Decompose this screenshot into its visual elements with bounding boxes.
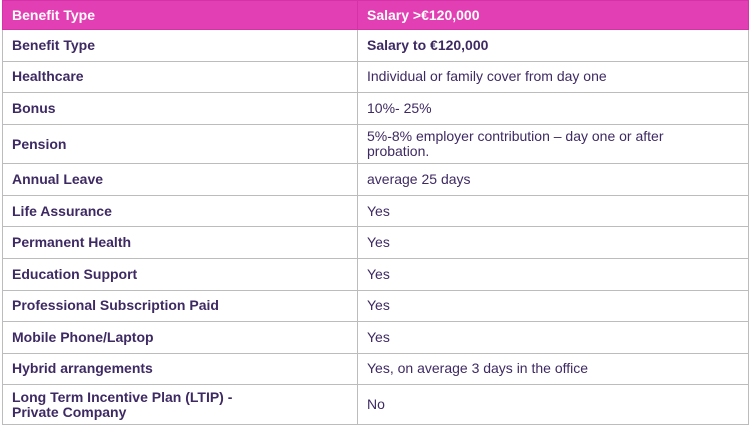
row-label: Pension: [2, 123, 358, 165]
row-label: Life Assurance: [2, 194, 358, 228]
row-label: Benefit Type: [2, 29, 358, 62]
row-value: Salary to €120,000: [357, 29, 749, 62]
table-row: Permanent Health Yes: [2, 226, 749, 259]
header-benefit-type: Benefit Type: [2, 0, 358, 30]
row-label: Permanent Health: [2, 226, 358, 259]
table-row: Mobile Phone/Laptop Yes: [2, 321, 749, 354]
row-label: Hybrid arrangements: [2, 352, 358, 386]
row-label: Education Support: [2, 258, 358, 291]
row-value: Yes: [357, 194, 749, 228]
row-label: Professional Subscription Paid: [2, 289, 358, 323]
row-value: 5%-8% employer contribution – day one or…: [357, 123, 749, 165]
row-value: Yes: [357, 258, 749, 291]
row-value: Yes: [357, 321, 749, 354]
row-label: Healthcare: [2, 60, 358, 94]
table-row: Healthcare Individual or family cover fr…: [2, 60, 749, 94]
row-label: Bonus: [2, 92, 358, 125]
row-value: average 25 days: [357, 163, 749, 196]
row-label: Mobile Phone/Laptop: [2, 321, 358, 354]
table-row: Professional Subscription Paid Yes: [2, 289, 749, 323]
table-row: Benefit Type Salary to €120,000: [2, 29, 749, 62]
row-value: Individual or family cover from day one: [357, 60, 749, 94]
row-value: 10%- 25%: [357, 92, 749, 125]
table-row: Annual Leave average 25 days: [2, 163, 749, 196]
row-label: Long Term Incentive Plan (LTIP) - Privat…: [2, 384, 358, 425]
row-value: Yes: [357, 226, 749, 259]
table-row: Hybrid arrangements Yes, on average 3 da…: [2, 352, 749, 386]
row-value: Yes: [357, 289, 749, 323]
header-salary: Salary >€120,000: [357, 0, 749, 30]
table-row: Bonus 10%- 25%: [2, 92, 749, 125]
row-value: No: [357, 384, 749, 425]
table-row: Pension 5%-8% employer contribution – da…: [2, 123, 749, 165]
table-header-row: Benefit Type Salary >€120,000: [2, 0, 749, 30]
row-label: Annual Leave: [2, 163, 358, 196]
table-row: Long Term Incentive Plan (LTIP) - Privat…: [2, 384, 749, 425]
table-row: Education Support Yes: [2, 258, 749, 291]
row-value: Yes, on average 3 days in the office: [357, 352, 749, 386]
table-row: Life Assurance Yes: [2, 194, 749, 228]
